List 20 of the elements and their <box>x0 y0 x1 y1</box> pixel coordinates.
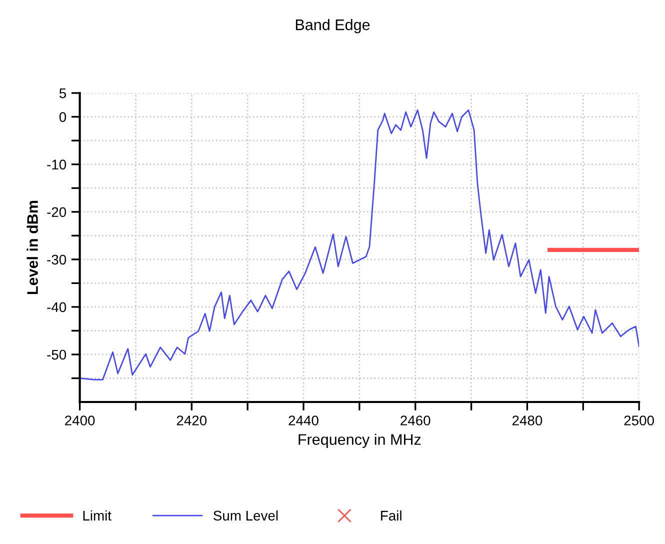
x-tick-label: 2500 <box>624 416 654 426</box>
y-tick-label: 5 <box>59 88 66 98</box>
y-tick-label: -40 <box>47 302 66 312</box>
y-tick-label: -10 <box>47 160 66 170</box>
line-series <box>80 109 640 380</box>
x-tick-label: 2460 <box>400 416 430 426</box>
y-tick-label: -20 <box>47 207 66 218</box>
x-tick-label: 2440 <box>288 416 318 426</box>
y-axis-title: Level in dBm <box>26 200 38 294</box>
y-tick-label: -50 <box>47 350 66 360</box>
legend-label: Sum Level <box>214 510 278 521</box>
legend-label: Fail <box>381 510 402 521</box>
x-axis-title: Frequency in MHz <box>298 434 421 448</box>
y-tick-label: -30 <box>47 254 66 265</box>
chart-title: Band Edge <box>296 18 370 34</box>
y-tick-label: 0 <box>59 112 66 122</box>
x-tick-label: 2420 <box>176 416 207 426</box>
legend-label: Limit <box>83 510 112 521</box>
x-tick-label: 2480 <box>512 416 542 426</box>
x-tick-label: 2400 <box>65 416 95 426</box>
